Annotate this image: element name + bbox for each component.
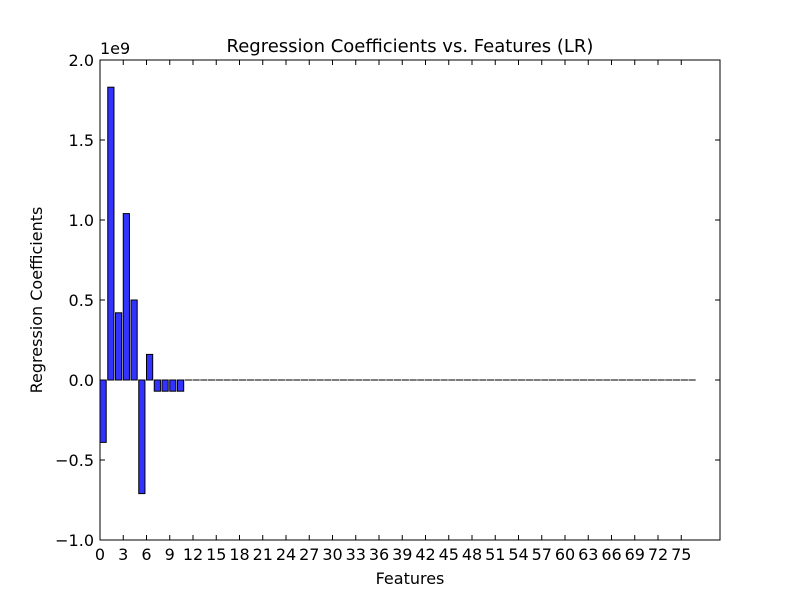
- bar-feature-4: [130, 299, 138, 381]
- bar-feature-0: [99, 379, 107, 443]
- chart-title: Regression Coefficients vs. Features (LR…: [227, 36, 594, 57]
- x-tick-label: 63: [578, 545, 598, 564]
- y-tick-label: 2.0: [69, 51, 94, 70]
- bar-feature-7: [153, 379, 161, 392]
- y-tick-label: 0.5: [69, 291, 94, 310]
- x-tick-label: 69: [625, 545, 645, 564]
- y-tick-label: 0.0: [69, 371, 94, 390]
- bar-feature-10: [177, 379, 185, 392]
- y-tick-label: 1.5: [69, 131, 94, 150]
- x-tick-label: 39: [392, 545, 412, 564]
- x-tick-label: 24: [276, 545, 296, 564]
- x-tick-label: 27: [299, 545, 319, 564]
- x-tick-label: 9: [165, 545, 175, 564]
- y-tick-label: 1.0: [69, 211, 94, 230]
- x-tick-label: 54: [508, 545, 528, 564]
- x-tick-label: 3: [118, 545, 128, 564]
- y-offset-label: 1e9: [100, 39, 130, 58]
- bar-feature-6: [146, 353, 154, 381]
- x-tick-label: 30: [322, 545, 342, 564]
- x-tick-label: 51: [485, 545, 505, 564]
- x-axis-label: Features: [376, 569, 445, 588]
- x-tick-label: 48: [462, 545, 482, 564]
- x-tick-label: 36: [369, 545, 389, 564]
- x-tick-label: 0: [95, 545, 105, 564]
- x-tick-label: 15: [206, 545, 226, 564]
- x-tick-label: 66: [601, 545, 621, 564]
- x-tick-label: 57: [532, 545, 552, 564]
- x-tick-label: 72: [648, 545, 668, 564]
- x-tick-label: 33: [346, 545, 366, 564]
- y-axis-label: Regression Coefficients: [27, 207, 46, 394]
- x-tick-label: 21: [253, 545, 273, 564]
- bar-feature-8: [161, 379, 169, 392]
- y-ticks: −1.0 −0.5 0.0 0.5 1.0 1.5 2.0: [55, 51, 720, 550]
- x-tick-label: 45: [439, 545, 459, 564]
- bar-feature-5: [138, 379, 146, 495]
- x-tick-label: 6: [141, 545, 151, 564]
- y-tick-label: −0.5: [55, 451, 94, 470]
- bar-feature-1: [107, 86, 115, 381]
- x-tick-label: 75: [671, 545, 691, 564]
- x-tick-label: 42: [415, 545, 435, 564]
- bar-feature-3: [122, 213, 130, 381]
- plot-frame: [99, 59, 721, 541]
- bar-feature-2: [115, 312, 123, 381]
- bars-group: [99, 86, 696, 495]
- x-tick-label: 12: [183, 545, 203, 564]
- x-tick-label: 18: [229, 545, 249, 564]
- bar-feature-9: [169, 379, 177, 392]
- x-ticks: 0 3 6 9 12 15 18 21 24 27 30 33 36 39 42 45 48 51 54 57 60 63…: [95, 60, 691, 564]
- y-tick-label: −1.0: [55, 531, 94, 550]
- x-tick-label: 60: [555, 545, 575, 564]
